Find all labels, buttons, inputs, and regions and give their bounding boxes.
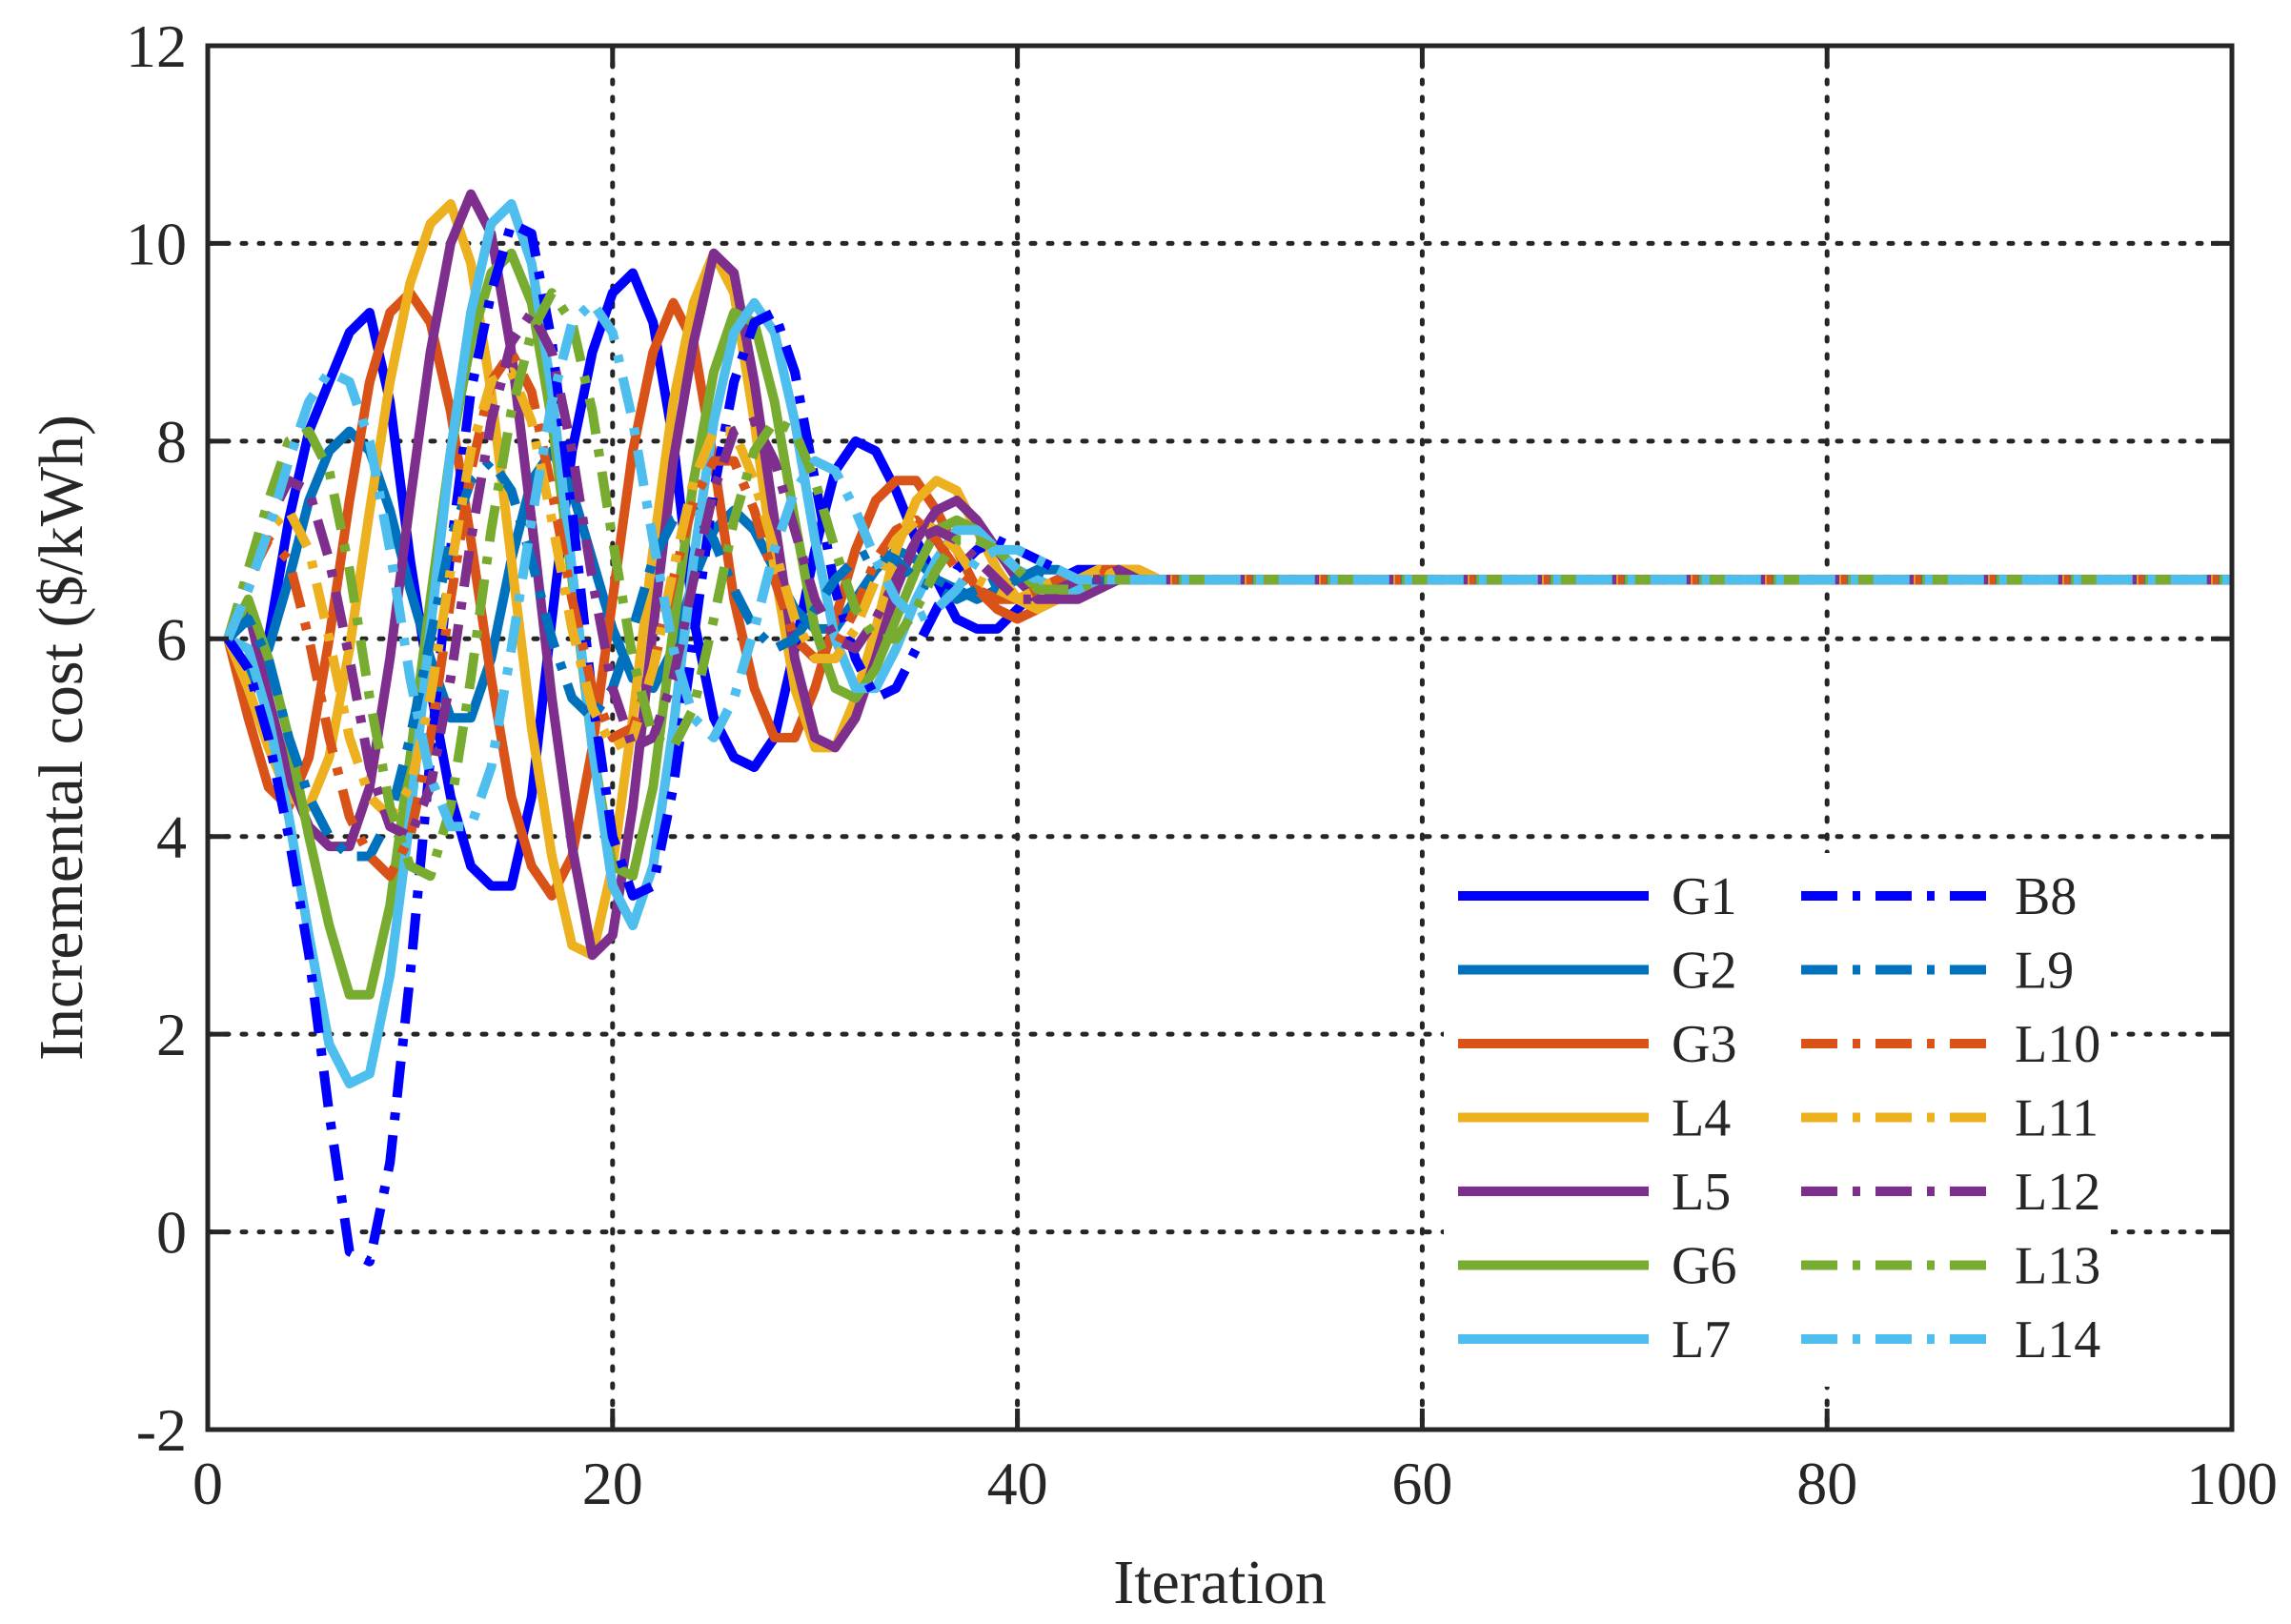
y-tick-label: 4: [156, 803, 187, 871]
legend-label-l4: L4: [1672, 1089, 1731, 1148]
y-tick-label: 12: [126, 12, 187, 80]
x-tick-label: 40: [987, 1450, 1048, 1517]
y-tick-label: 8: [156, 408, 187, 476]
series-line-l14: [223, 297, 2232, 832]
y-tick-label: 10: [126, 210, 187, 277]
y-axis-label: Incremental cost ($/kWh): [27, 415, 96, 1061]
tick-marks: [205, 43, 2235, 1432]
legend-label-g1: G1: [1672, 867, 1736, 926]
series-line-l9: [224, 456, 2232, 862]
y-tick-label: -2: [136, 1396, 187, 1464]
y-tick-label: 2: [156, 1001, 187, 1068]
legend-label-g6: G6: [1672, 1237, 1736, 1296]
legend-label-g3: G3: [1672, 1015, 1736, 1074]
legend: G1 G2 G3 L4 L5 G6 L7 B8 L9 L10 L11 L12 L13 L14: [1444, 853, 2111, 1387]
legend-label-l7: L7: [1672, 1310, 1731, 1370]
y-tick-label: 6: [156, 605, 187, 673]
legend-label-l5: L5: [1672, 1163, 1731, 1222]
legend-label-l14: L14: [2015, 1310, 2100, 1370]
y-tick-label: 0: [156, 1199, 187, 1267]
x-tick-label: 100: [2186, 1450, 2278, 1517]
x-axis-label: Iteration: [1113, 1548, 1327, 1617]
plot-frame: [205, 43, 2235, 1432]
legend-label-l10: L10: [2015, 1015, 2100, 1074]
legend-label-l11: L11: [2015, 1089, 2098, 1148]
series-line-l13: [223, 288, 2232, 882]
legend-label-l9: L9: [2015, 942, 2074, 1001]
series-layer: [223, 189, 2232, 1267]
x-tick-label: 20: [582, 1450, 643, 1517]
x-tick-label: 60: [1391, 1450, 1452, 1517]
legend-label-l12: L12: [2015, 1163, 2100, 1222]
x-tick-label: 80: [1796, 1450, 1857, 1517]
legend-label-l13: L13: [2015, 1237, 2100, 1296]
x-tick-label: 0: [193, 1450, 223, 1517]
legend-label-g2: G2: [1672, 942, 1736, 1001]
series-line-l12: [223, 308, 2232, 842]
legend-label-b8: B8: [2015, 867, 2077, 926]
